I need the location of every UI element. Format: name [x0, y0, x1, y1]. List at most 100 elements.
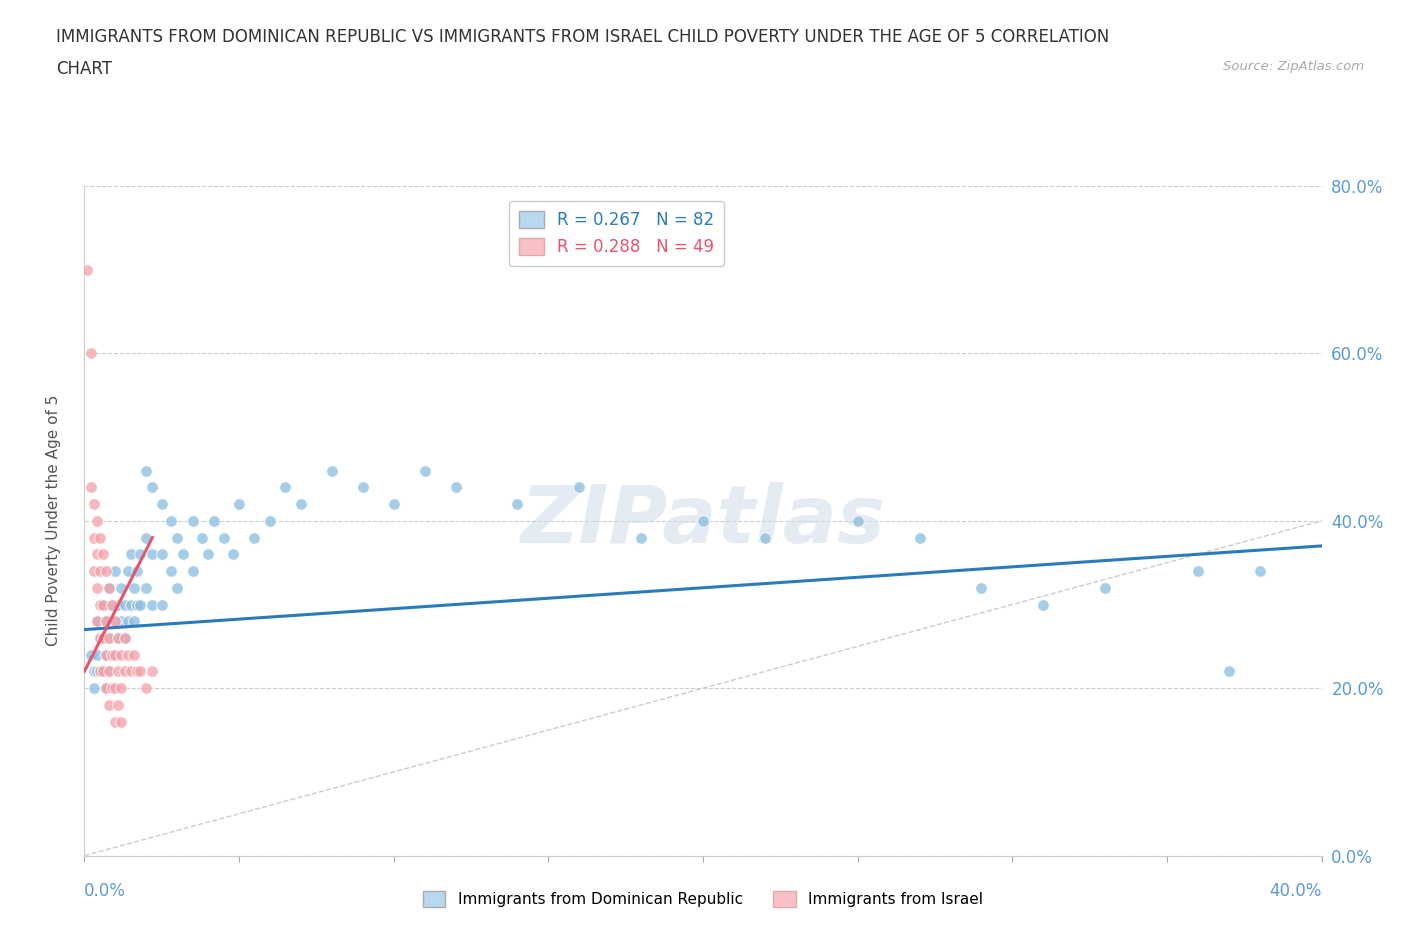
Point	[101, 647, 124, 662]
Point	[83, 530, 105, 545]
Legend: Immigrants from Dominican Republic, Immigrants from Israel: Immigrants from Dominican Republic, Immi…	[416, 884, 990, 913]
Point	[122, 647, 145, 662]
Point	[86, 614, 108, 629]
Point	[91, 597, 114, 612]
Point	[150, 497, 173, 512]
Point	[98, 580, 121, 595]
Text: 0.0%: 0.0%	[84, 883, 127, 900]
Point	[125, 564, 148, 578]
Point	[91, 597, 114, 612]
Point	[150, 547, 173, 562]
Point	[117, 647, 139, 662]
Point	[191, 530, 214, 545]
Point	[150, 597, 173, 612]
Point	[352, 480, 374, 495]
Point	[91, 547, 114, 562]
Point	[243, 530, 266, 545]
Point	[1032, 597, 1054, 612]
Point	[321, 463, 343, 478]
Point	[98, 664, 121, 679]
Point	[444, 480, 467, 495]
Point	[94, 647, 117, 662]
Point	[98, 580, 121, 595]
Point	[141, 480, 163, 495]
Point	[79, 346, 101, 361]
Point	[107, 631, 129, 645]
Point	[91, 631, 114, 645]
Point	[101, 597, 124, 612]
Point	[86, 647, 108, 662]
Point	[259, 513, 281, 528]
Legend: R = 0.267   N = 82, R = 0.288   N = 49: R = 0.267 N = 82, R = 0.288 N = 49	[509, 201, 724, 266]
Point	[506, 497, 529, 512]
Point	[83, 497, 105, 512]
Point	[181, 564, 204, 578]
Point	[83, 681, 105, 696]
Point	[86, 614, 108, 629]
Point	[94, 647, 117, 662]
Point	[91, 664, 114, 679]
Point	[89, 564, 111, 578]
Point	[94, 681, 117, 696]
Y-axis label: Child Poverty Under the Age of 5: Child Poverty Under the Age of 5	[46, 395, 60, 646]
Point	[110, 580, 132, 595]
Point	[197, 547, 219, 562]
Point	[114, 597, 136, 612]
Point	[89, 631, 111, 645]
Point	[86, 547, 108, 562]
Point	[274, 480, 297, 495]
Point	[228, 497, 250, 512]
Point	[908, 530, 931, 545]
Point	[141, 547, 163, 562]
Point	[120, 664, 142, 679]
Point	[107, 631, 129, 645]
Point	[692, 513, 714, 528]
Text: CHART: CHART	[56, 60, 112, 78]
Point	[110, 614, 132, 629]
Point	[91, 631, 114, 645]
Point	[107, 664, 129, 679]
Point	[846, 513, 869, 528]
Point	[91, 664, 114, 679]
Point	[120, 597, 142, 612]
Point	[94, 564, 117, 578]
Point	[135, 463, 157, 478]
Point	[120, 547, 142, 562]
Point	[94, 614, 117, 629]
Point	[101, 647, 124, 662]
Point	[76, 262, 98, 277]
Point	[129, 547, 152, 562]
Point	[413, 463, 436, 478]
Point	[110, 647, 132, 662]
Point	[122, 580, 145, 595]
Point	[104, 564, 127, 578]
Point	[107, 698, 129, 712]
Point	[1218, 664, 1240, 679]
Point	[104, 647, 127, 662]
Point	[86, 513, 108, 528]
Point	[114, 664, 136, 679]
Point	[104, 714, 127, 729]
Point	[110, 714, 132, 729]
Point	[107, 597, 129, 612]
Point	[1249, 564, 1271, 578]
Text: IMMIGRANTS FROM DOMINICAN REPUBLIC VS IMMIGRANTS FROM ISRAEL CHILD POVERTY UNDER: IMMIGRANTS FROM DOMINICAN REPUBLIC VS IM…	[56, 28, 1109, 46]
Point	[160, 513, 183, 528]
Point	[290, 497, 312, 512]
Point	[135, 530, 157, 545]
Text: 40.0%: 40.0%	[1270, 883, 1322, 900]
Point	[101, 681, 124, 696]
Point	[222, 547, 245, 562]
Point	[568, 480, 591, 495]
Text: Source: ZipAtlas.com: Source: ZipAtlas.com	[1223, 60, 1364, 73]
Point	[135, 580, 157, 595]
Point	[212, 530, 235, 545]
Point	[104, 681, 127, 696]
Point	[202, 513, 225, 528]
Text: ZIPatlas: ZIPatlas	[520, 482, 886, 560]
Point	[104, 647, 127, 662]
Point	[79, 480, 101, 495]
Point	[141, 597, 163, 612]
Point	[89, 664, 111, 679]
Point	[101, 597, 124, 612]
